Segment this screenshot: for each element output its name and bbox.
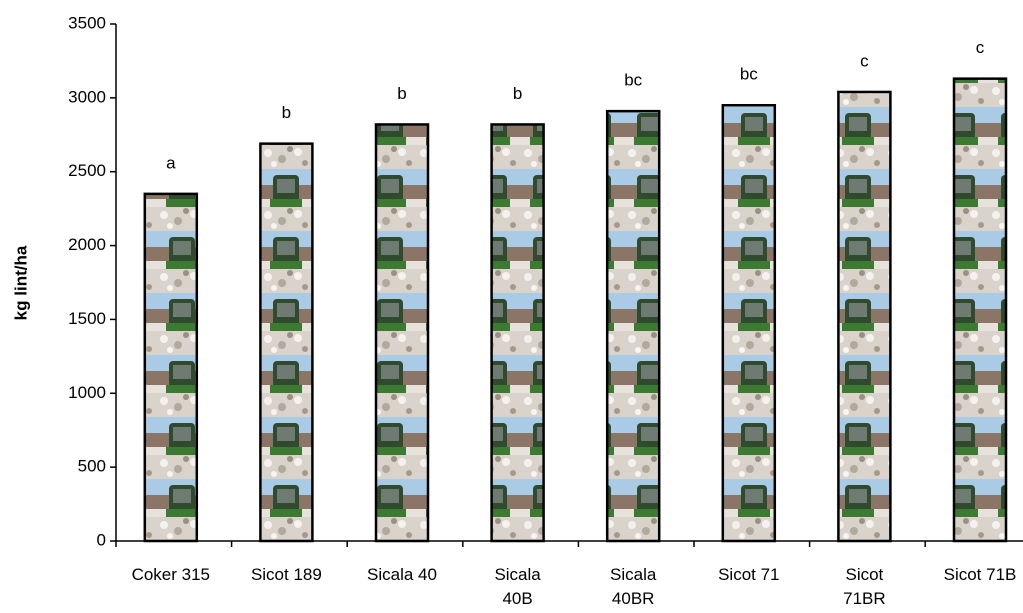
bar — [143, 192, 199, 543]
x-tick-label: Sicot 71 — [718, 565, 780, 584]
y-tick-label: 2000 — [68, 235, 106, 254]
y-tick-label: 3500 — [68, 13, 106, 32]
significance-letter: b — [397, 84, 406, 103]
bar — [374, 123, 430, 543]
bar — [837, 90, 892, 543]
bar — [259, 142, 314, 543]
y-tick-label: 0 — [97, 530, 106, 549]
y-tick-label: 2500 — [68, 161, 106, 180]
significance-letter: c — [860, 51, 869, 70]
x-tick-label: Coker 315 — [131, 565, 211, 584]
x-tick-label: Sicot 71B — [943, 565, 1017, 584]
x-tick-label: Sicot 71BR — [843, 565, 886, 608]
bar — [605, 109, 661, 543]
y-tick-label: 3000 — [68, 87, 106, 106]
significance-letter: bc — [624, 71, 642, 90]
significance-letter: c — [976, 38, 985, 57]
significance-letter: bc — [740, 65, 758, 84]
y-tick-label: 500 — [78, 457, 106, 476]
x-tick-label: Sicala 40 — [367, 565, 437, 584]
y-axis-title: kg lint/ha — [11, 245, 30, 320]
significance-letter: a — [166, 153, 176, 172]
bar — [952, 77, 1008, 543]
x-tick-label: Sicala 40B — [494, 565, 541, 608]
y-tick-label: 1000 — [68, 383, 106, 402]
significance-letter: b — [513, 84, 522, 103]
x-tick-label: Sicala 40BR — [610, 565, 657, 608]
bar — [490, 123, 545, 543]
bar — [721, 103, 777, 543]
x-tick-label: Sicot 189 — [250, 565, 322, 584]
y-tick-label: 1500 — [68, 309, 106, 328]
significance-letter: b — [282, 103, 291, 122]
